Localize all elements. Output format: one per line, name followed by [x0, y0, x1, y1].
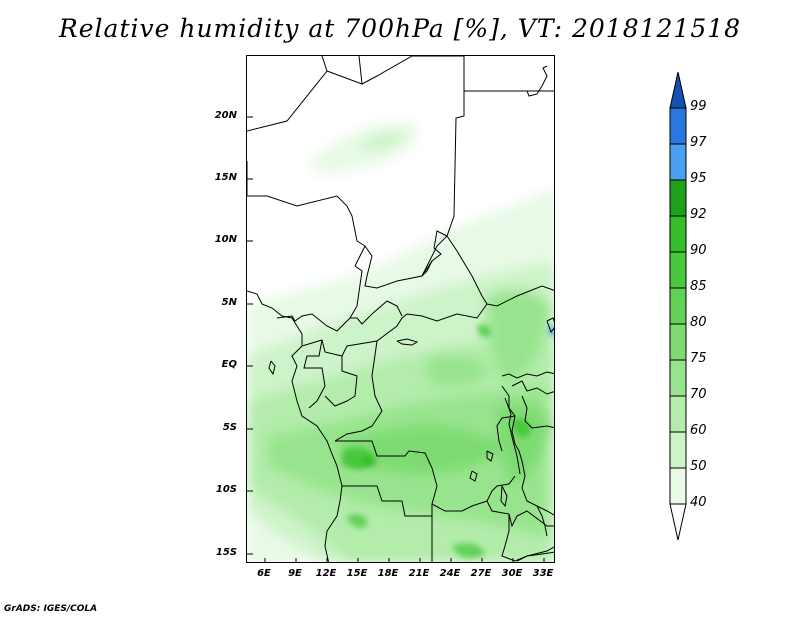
- lon-label-27e: 27E: [470, 568, 492, 579]
- colorbar: [669, 71, 687, 541]
- lat-label-15n: 15N: [214, 172, 237, 183]
- colorbar-bin: [669, 431, 687, 469]
- lat-label-eq: EQ: [221, 359, 237, 370]
- colorbar-label: 70: [690, 387, 707, 402]
- lat-label-10s: 10S: [215, 484, 237, 495]
- colorbar-label: 60: [690, 423, 707, 438]
- map-title: Relative humidity at 700hPa [%], VT: 201…: [58, 14, 742, 43]
- grads-credit: GrADS: IGES/COLA: [4, 604, 98, 614]
- lon-label-24e: 24E: [439, 568, 461, 579]
- lon-label-15e: 15E: [346, 568, 368, 579]
- humidity-field: [247, 56, 554, 562]
- lon-label-6e: 6E: [257, 568, 271, 579]
- colorbar-bin: [669, 179, 687, 217]
- lat-label-5n: 5N: [221, 297, 237, 308]
- colorbar-bin: [669, 215, 687, 253]
- colorbar-bin: [669, 143, 687, 181]
- axis-ticks: [247, 116, 545, 562]
- colorbar-bin: [669, 467, 687, 505]
- colorbar-bin: [669, 395, 687, 433]
- lon-label-18e: 18E: [377, 568, 399, 579]
- lat-label-10n: 10N: [214, 234, 237, 245]
- colorbar-label: 40: [690, 495, 707, 510]
- colorbar-label: 92: [690, 207, 707, 222]
- colorbar-bin: [669, 359, 687, 397]
- colorbar-label: 50: [690, 459, 707, 474]
- colorbar-label: 85: [690, 279, 707, 294]
- colorbar-label: 80: [690, 315, 707, 330]
- lon-label-9e: 9E: [288, 568, 302, 579]
- lon-label-21e: 21E: [408, 568, 430, 579]
- colorbar-bin: [669, 287, 687, 325]
- colorbar-bin: [669, 323, 687, 361]
- lon-label-12e: 12E: [315, 568, 337, 579]
- map-panel: [246, 55, 555, 563]
- lon-label-33e: 33E: [532, 568, 554, 579]
- colorbar-bin: [669, 107, 687, 145]
- colorbar-label: 90: [690, 243, 707, 258]
- colorbar-label: 75: [690, 351, 707, 366]
- lon-label-30e: 30E: [501, 568, 523, 579]
- colorbar-top-arrow: [669, 71, 687, 109]
- colorbar-label: 95: [690, 171, 707, 186]
- country-boundaries: [247, 56, 554, 562]
- colorbar-label: 97: [690, 135, 707, 150]
- colorbar-bottom-arrow: [669, 503, 687, 541]
- colorbar-label: 99: [690, 99, 707, 114]
- lat-label-20n: 20N: [214, 110, 237, 121]
- lat-label-15s: 15S: [215, 547, 237, 558]
- lat-label-5s: 5S: [222, 422, 237, 433]
- colorbar-bin: [669, 251, 687, 289]
